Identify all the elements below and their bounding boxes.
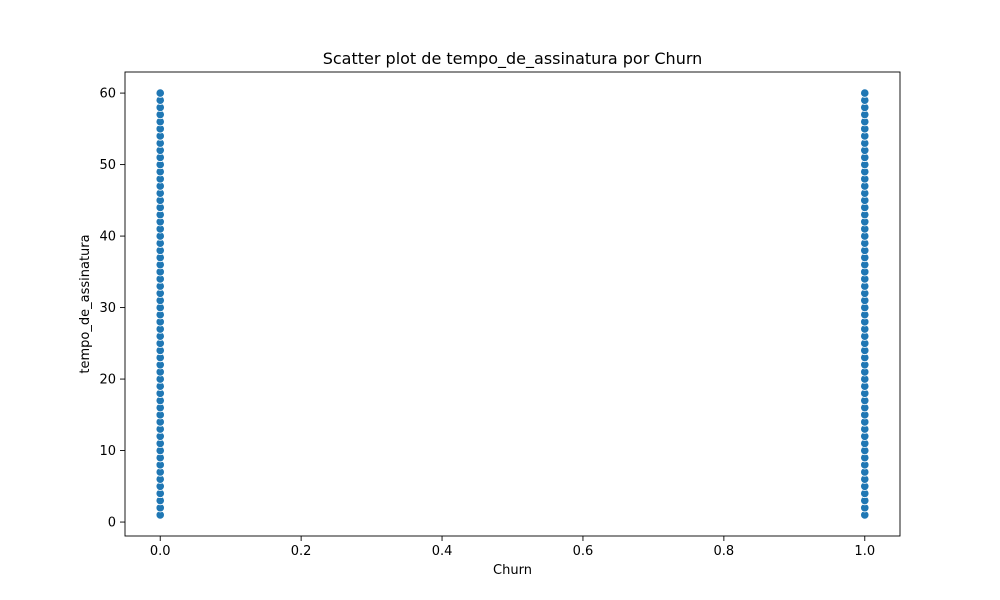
x-tick-label: 0.6 <box>573 544 594 559</box>
x-tick-label: 0.2 <box>291 544 312 559</box>
scatter-point <box>155 88 165 98</box>
plot-frame <box>124 71 901 537</box>
y-tick-label: 60 <box>99 87 116 102</box>
x-axis-ticks: 0.0 0.2 0.4 0.6 0.8 1.0 <box>150 536 875 559</box>
x-tick-label: 0.4 <box>432 544 453 559</box>
y-axis-label: tempo_de_assinatura <box>78 234 93 373</box>
x-tick-label: 1.0 <box>854 544 875 559</box>
chart-title: Scatter plot de tempo_de_assinatura por … <box>323 49 703 69</box>
y-tick-label: 30 <box>99 301 116 316</box>
y-tick-label: 10 <box>99 444 116 459</box>
y-tick-label: 40 <box>99 230 116 245</box>
scatter-point <box>860 88 870 98</box>
data-points <box>155 88 870 520</box>
x-tick-label: 0.0 <box>150 544 171 559</box>
y-tick-label: 0 <box>108 516 116 531</box>
y-tick-label: 50 <box>99 158 116 173</box>
y-axis-ticks: 0 10 20 30 40 50 60 <box>99 87 125 531</box>
y-tick-label: 20 <box>99 373 116 388</box>
x-axis-label: Churn <box>493 563 532 578</box>
x-tick-label: 0.8 <box>714 544 735 559</box>
